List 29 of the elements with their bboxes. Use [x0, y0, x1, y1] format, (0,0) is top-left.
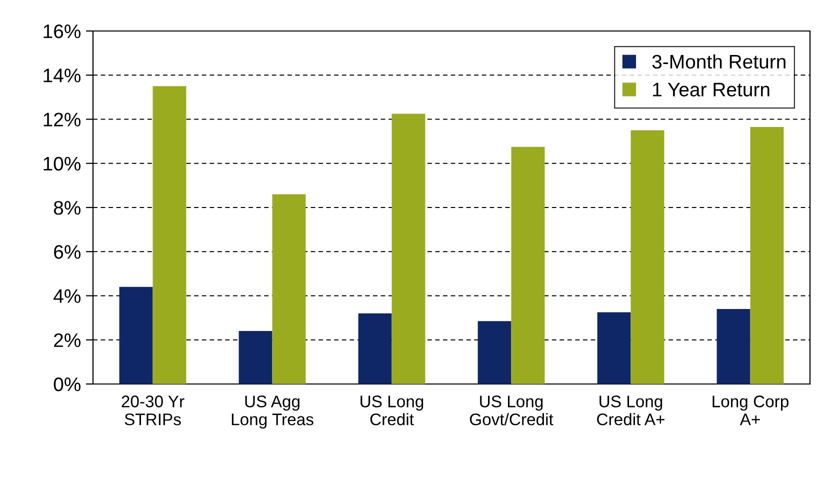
legend-label: 3-Month Return	[652, 54, 786, 69]
bar	[630, 130, 664, 384]
bar	[152, 86, 186, 384]
x-tick-label: 20-30 Yr STRIPs	[122, 396, 184, 426]
bar	[478, 321, 512, 384]
y-tick-label: 14%	[44, 68, 81, 82]
y-tick-label: 8%	[54, 200, 81, 215]
y-tick-label: 4%	[54, 289, 81, 303]
bar	[750, 126, 784, 384]
bar	[716, 308, 750, 384]
x-tick-label: US Long Govt/Credit	[470, 396, 554, 426]
bar	[511, 146, 545, 384]
bar	[392, 114, 426, 384]
bar	[238, 331, 272, 384]
y-tick-label: 2%	[54, 333, 81, 348]
y-tick-label: 0%	[54, 377, 81, 392]
bar	[597, 312, 631, 384]
y-tick-label: 10%	[44, 156, 81, 171]
y-tick-label: 16%	[44, 24, 81, 38]
y-tick-label: 12%	[44, 112, 81, 126]
y-tick-label: 6%	[54, 245, 81, 259]
x-tick-label: Long Corp A+	[712, 396, 788, 426]
bar	[358, 313, 392, 384]
bar	[272, 194, 306, 384]
bar	[119, 286, 153, 384]
x-tick-label: US Long Credit	[360, 396, 424, 426]
legend-label: 1 Year Return	[653, 82, 770, 96]
x-tick-label: US Long Credit A+	[597, 396, 664, 426]
x-tick-label: US Agg Long Treas	[232, 396, 314, 429]
